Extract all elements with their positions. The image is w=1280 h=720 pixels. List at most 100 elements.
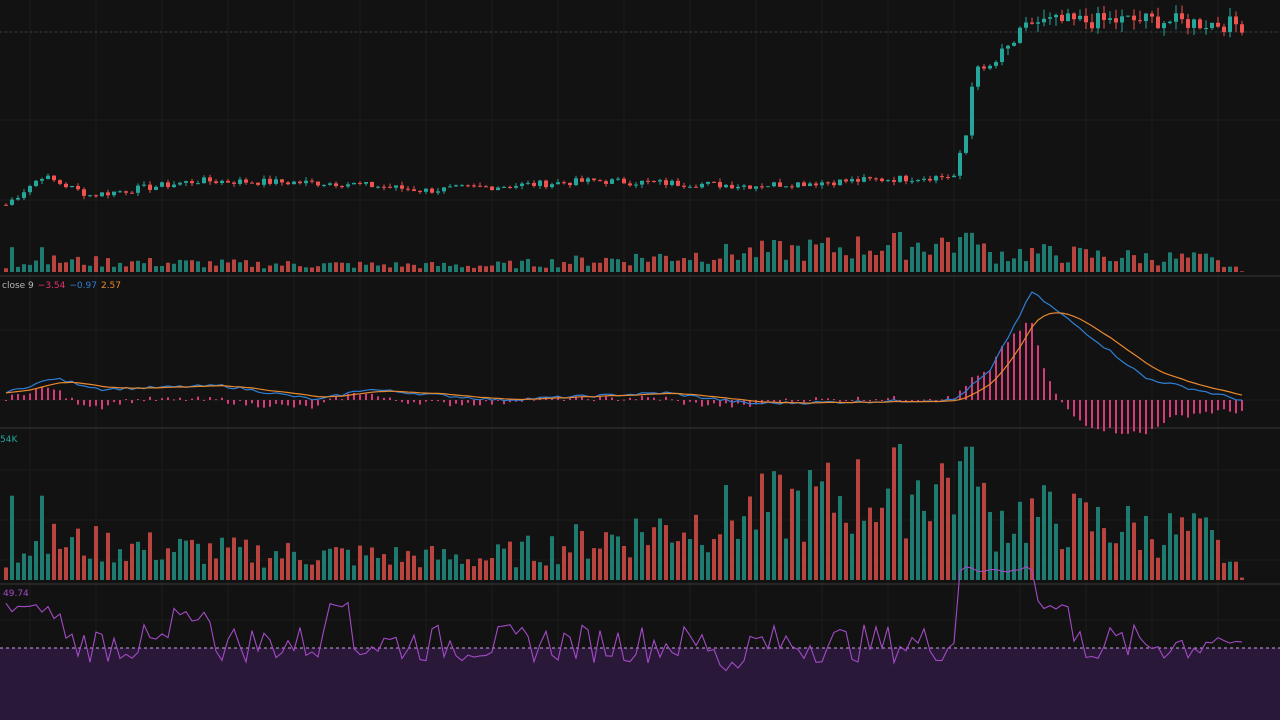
candle-body xyxy=(526,182,530,184)
candle-body xyxy=(1006,45,1010,49)
volume-bar xyxy=(802,260,806,272)
volume-bar xyxy=(352,267,356,272)
macd-histogram-bar xyxy=(23,395,25,400)
volume-bar xyxy=(328,548,332,580)
candle-body xyxy=(1096,13,1100,29)
volume-bar xyxy=(448,265,452,272)
candle-body xyxy=(598,180,602,182)
candle-body xyxy=(868,177,872,179)
volume-bar xyxy=(16,266,20,272)
candle-body xyxy=(1042,18,1046,23)
volume-bar xyxy=(646,545,650,580)
candle-body xyxy=(358,182,362,184)
volume-bar xyxy=(964,446,968,580)
volume-bar xyxy=(310,564,314,580)
macd-histogram-bar xyxy=(71,397,73,400)
volume-bar xyxy=(76,256,80,272)
volume-bar xyxy=(562,262,566,272)
candle-body xyxy=(514,186,518,188)
macd-histogram-bar xyxy=(911,400,913,401)
volume-bar xyxy=(1156,557,1160,580)
candle-body xyxy=(304,180,308,184)
volume-bar xyxy=(58,548,62,580)
macd-histogram-bar xyxy=(89,400,91,407)
macd-histogram-bar xyxy=(1115,400,1117,434)
volume-bar xyxy=(10,495,14,580)
macd-histogram-bar xyxy=(461,400,463,406)
volume-bar xyxy=(172,551,176,580)
candle-body xyxy=(196,183,200,185)
volume-bar xyxy=(826,237,830,272)
volume-bar xyxy=(556,564,560,580)
volume-bar xyxy=(970,232,974,272)
volume-bar xyxy=(550,259,554,272)
candle-body xyxy=(532,182,536,186)
macd-histogram-bar xyxy=(47,387,49,400)
volume-bar xyxy=(220,259,224,272)
volume-bar xyxy=(358,545,362,580)
macd-histogram-bar xyxy=(1037,345,1039,400)
macd-histogram-bar xyxy=(797,400,799,401)
macd-histogram-bar xyxy=(161,398,163,400)
volume-bar xyxy=(274,263,278,272)
candle-body xyxy=(40,179,44,181)
macd-histogram-bar xyxy=(569,398,571,400)
macd-histogram-bar xyxy=(1091,400,1093,428)
macd-histogram-bar xyxy=(317,400,319,406)
candle-body xyxy=(742,185,746,187)
macd-histogram-bar xyxy=(785,398,787,400)
volume-bar xyxy=(574,255,578,272)
macd-histogram-bar xyxy=(1127,400,1129,434)
volume-bar xyxy=(988,252,992,272)
volume-bar xyxy=(106,532,110,580)
candle-body xyxy=(412,189,416,192)
candle-body xyxy=(1186,19,1190,28)
volume-bar xyxy=(700,545,704,580)
volume-bar xyxy=(586,265,590,272)
candle-body xyxy=(250,182,254,184)
volume-bar xyxy=(754,257,758,272)
candle-body xyxy=(1240,24,1244,33)
macd-histogram-bar xyxy=(269,400,271,407)
macd-histogram-bar xyxy=(83,400,85,406)
macd-histogram-bar xyxy=(485,400,487,402)
volume-bar xyxy=(34,260,38,272)
volume-bar xyxy=(922,251,926,272)
candle-body xyxy=(418,191,422,193)
macd-histogram-bar xyxy=(1175,400,1177,416)
volume-bar xyxy=(148,257,152,272)
volume-bar xyxy=(832,512,836,580)
macd-histogram-bar xyxy=(65,398,67,400)
macd-histogram-bar xyxy=(1133,400,1135,432)
candle-body xyxy=(586,178,590,182)
macd-histogram-bar xyxy=(155,400,157,401)
volume-bar xyxy=(640,532,644,580)
candle-body xyxy=(556,182,560,185)
candle-body xyxy=(118,191,122,193)
candle-body xyxy=(916,179,920,182)
volume-bar xyxy=(526,535,530,580)
macd-histogram-bar xyxy=(803,400,805,403)
macd-histogram-bar xyxy=(1085,400,1087,426)
volume-bar xyxy=(64,262,68,272)
volume-bar xyxy=(370,547,374,580)
volume-bar xyxy=(118,549,122,580)
candle-body xyxy=(64,183,68,188)
volume-bar xyxy=(268,265,272,272)
volume-bar xyxy=(184,260,188,272)
rsi-line xyxy=(5,565,1243,672)
candle-body xyxy=(232,182,236,184)
volume-bar xyxy=(1096,506,1100,580)
candle-body xyxy=(190,181,194,184)
candle-body xyxy=(364,181,368,184)
volume-bar xyxy=(466,559,470,580)
macd-histogram-bar xyxy=(617,400,619,401)
volume-bar xyxy=(772,471,776,580)
macd-histogram-bar xyxy=(1145,400,1147,435)
volume-bar xyxy=(538,562,542,580)
rsi-band xyxy=(0,648,1280,720)
macd-histogram-bar xyxy=(677,400,679,401)
volume-bar xyxy=(976,244,980,272)
